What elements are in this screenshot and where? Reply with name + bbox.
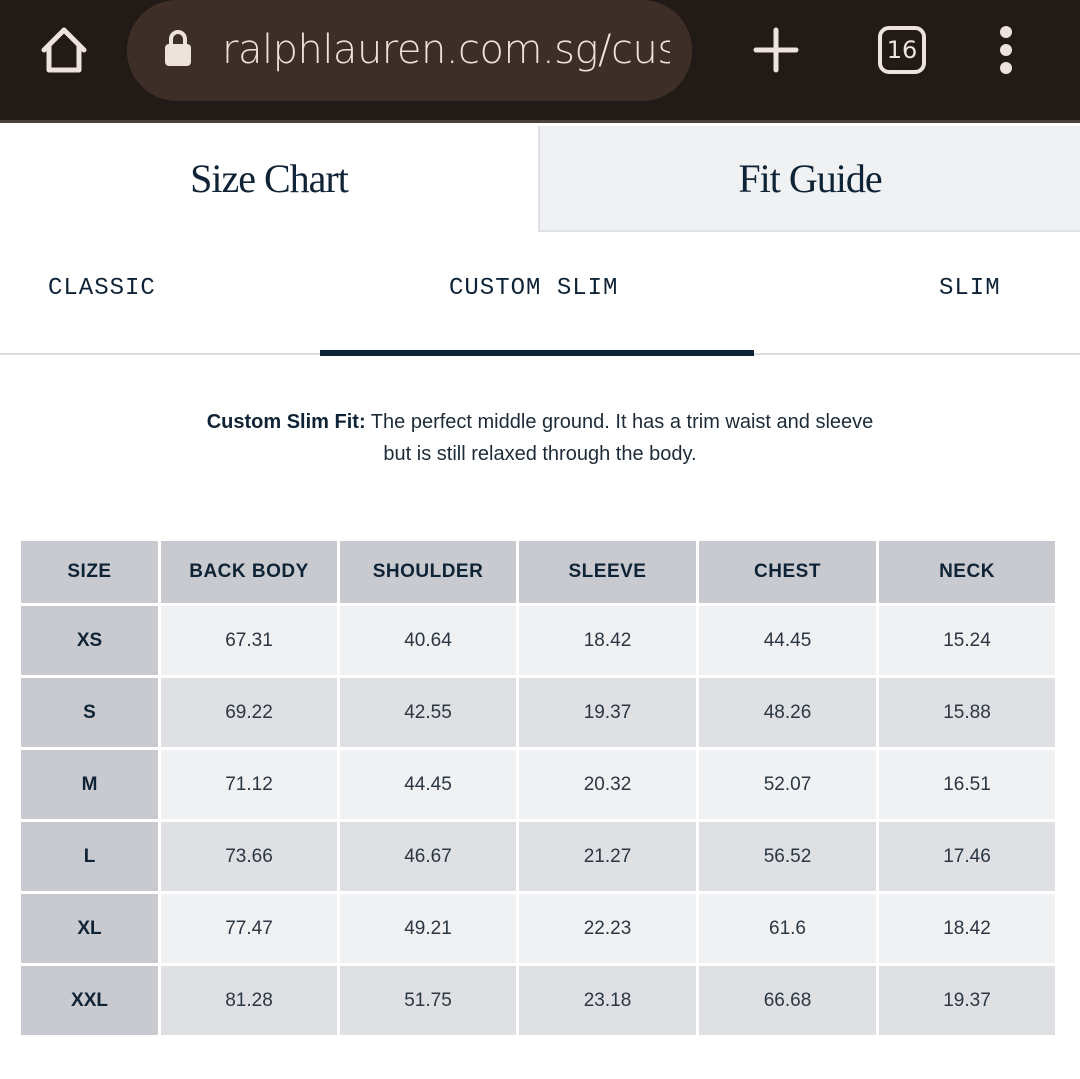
active-tab-indicator	[320, 350, 754, 356]
address-bar[interactable]	[127, 0, 692, 101]
measurement-cell: 42.55	[340, 678, 516, 747]
measurement-cell: 56.52	[699, 822, 876, 891]
measurement-cell: 15.88	[879, 678, 1055, 747]
measurement-cell: 21.27	[519, 822, 696, 891]
measurement-cell: 66.68	[699, 966, 876, 1035]
measurement-cell: 71.12	[161, 750, 337, 819]
measurement-cell: 23.18	[519, 966, 696, 1035]
measurement-cell: 46.67	[340, 822, 516, 891]
more-icon[interactable]	[994, 26, 1018, 74]
table-row: XL 77.47 49.21 22.23 61.6 18.42	[21, 894, 1055, 963]
measurement-cell: 69.22	[161, 678, 337, 747]
column-header: BACK BODY	[161, 541, 337, 603]
column-header: SHOULDER	[340, 541, 516, 603]
fit-description-title: Custom Slim Fit:	[206, 411, 366, 433]
tab-size-chart[interactable]: Size Chart	[0, 126, 538, 232]
table-row: L 73.66 46.67 21.27 56.52 17.46	[21, 822, 1055, 891]
size-cell: S	[21, 678, 158, 747]
measurement-cell: 51.75	[340, 966, 516, 1035]
measurement-cell: 40.64	[340, 606, 516, 675]
measurement-cell: 52.07	[699, 750, 876, 819]
table-row: S 69.22 42.55 19.37 48.26 15.88	[21, 678, 1055, 747]
table-row: XS 67.31 40.64 18.42 44.45 15.24	[21, 606, 1055, 675]
measurement-cell: 18.42	[519, 606, 696, 675]
measurement-cell: 44.45	[340, 750, 516, 819]
measurement-cell: 67.31	[161, 606, 337, 675]
measurement-cell: 73.66	[161, 822, 337, 891]
url-text[interactable]: ralphlauren.com.sg/custom	[222, 27, 670, 73]
size-cell: XXL	[21, 966, 158, 1035]
fit-tab-slim[interactable]: SLIM	[939, 275, 1001, 302]
measurement-cell: 22.23	[519, 894, 696, 963]
size-cell: XS	[21, 606, 158, 675]
tab-fit-guide[interactable]: Fit Guide	[538, 126, 1080, 232]
measurement-cell: 19.37	[519, 678, 696, 747]
measurement-cell: 16.51	[879, 750, 1055, 819]
measurement-cell: 20.32	[519, 750, 696, 819]
measurement-cell: 77.47	[161, 894, 337, 963]
measurement-cell: 19.37	[879, 966, 1055, 1035]
table-row: XXL 81.28 51.75 23.18 66.68 19.37	[21, 966, 1055, 1035]
home-icon[interactable]	[38, 24, 90, 76]
table-row: M 71.12 44.45 20.32 52.07 16.51	[21, 750, 1055, 819]
table-header-row: SIZE BACK BODY SHOULDER SLEEVE CHEST NECK	[21, 541, 1055, 603]
lock-icon	[165, 30, 191, 66]
column-header: CHEST	[699, 541, 876, 603]
measurement-cell: 17.46	[879, 822, 1055, 891]
column-header: NECK	[879, 541, 1055, 603]
measurement-cell: 18.42	[879, 894, 1055, 963]
column-header: SIZE	[21, 541, 158, 603]
measurement-cell: 48.26	[699, 678, 876, 747]
plus-icon[interactable]	[752, 26, 800, 74]
measurement-cell: 15.24	[879, 606, 1055, 675]
measurement-cell: 81.28	[161, 966, 337, 1035]
measurement-cell: 49.21	[340, 894, 516, 963]
size-cell: L	[21, 822, 158, 891]
fit-description: Custom Slim Fit: The perfect middle grou…	[206, 411, 874, 465]
fit-tab-classic[interactable]: CLASSIC	[48, 275, 156, 302]
size-chart-table: SIZE BACK BODY SHOULDER SLEEVE CHEST NECK XS 6…	[18, 538, 1058, 1038]
fit-tab-custom-slim[interactable]: CUSTOM SLIM	[449, 275, 619, 302]
size-cell: M	[21, 750, 158, 819]
browser-toolbar: ralphlauren.com.sg/custom 16	[0, 0, 1080, 123]
measurement-cell: 61.6	[699, 894, 876, 963]
tabs-count-button[interactable]: 16	[878, 26, 926, 74]
size-cell: XL	[21, 894, 158, 963]
measurement-cell: 44.45	[699, 606, 876, 675]
column-header: SLEEVE	[519, 541, 696, 603]
